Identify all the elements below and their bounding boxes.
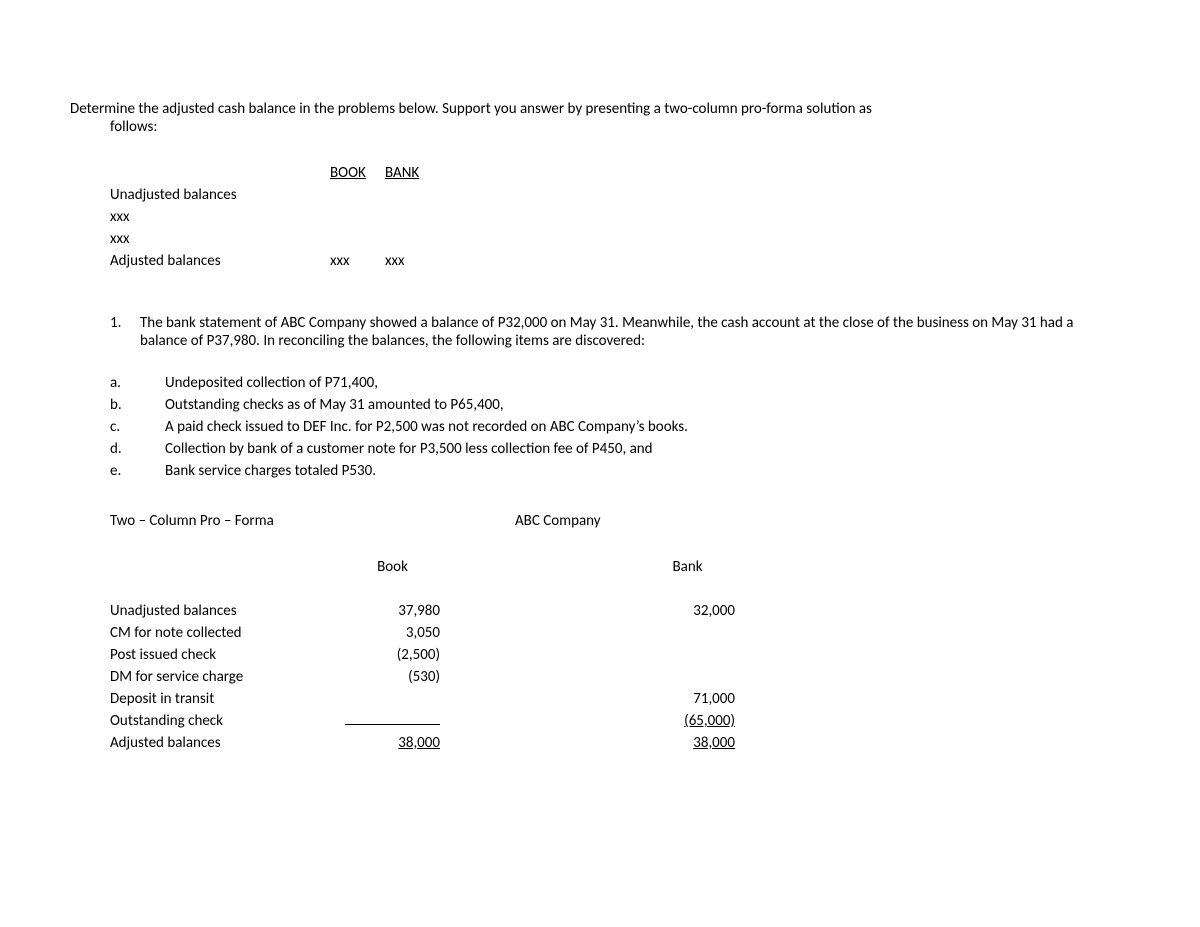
- template-adj-book: xxx: [330, 252, 385, 270]
- item-text: Collection by bank of a customer note fo…: [165, 440, 1130, 458]
- table-row: Deposit in transit 71,000: [110, 690, 1130, 712]
- solution-table: Book Bank Unadjusted balances 37,980 32,…: [110, 558, 1130, 756]
- document-page: Determine the adjusted cash balance in t…: [0, 0, 1200, 756]
- col-header-book: Book: [345, 558, 440, 576]
- intro-paragraph: Determine the adjusted cash balance in t…: [70, 100, 1130, 136]
- question-block: 1. The bank statement of ABC Company sho…: [110, 314, 1130, 756]
- row-label: Outstanding check: [110, 712, 345, 730]
- solution-column-headers: Book Bank: [110, 558, 1130, 580]
- row-book-value: 37,980: [345, 602, 440, 620]
- item-letter: d.: [110, 440, 165, 458]
- row-label: Deposit in transit: [110, 690, 345, 708]
- list-item: a. Undeposited collection of P71,400,: [110, 374, 1130, 396]
- question-text: The bank statement of ABC Company showed…: [140, 314, 1130, 350]
- row-bank-value: 32,000: [640, 602, 735, 620]
- template-row-xxx-2: xxx: [110, 230, 330, 248]
- item-letter: b.: [110, 396, 165, 414]
- template-row-unadjusted: Unadjusted balances: [110, 186, 330, 204]
- proforma-template: BOOK BANK Unadjusted balances xxx xxx Ad…: [110, 164, 1130, 274]
- list-item: e. Bank service charges totaled P530.: [110, 462, 1130, 484]
- template-adj-bank: xxx: [385, 252, 440, 270]
- template-row-adjusted: Adjusted balances: [110, 252, 330, 270]
- list-item: b. Outstanding checks as of May 31 amoun…: [110, 396, 1130, 418]
- list-item: d. Collection by bank of a customer note…: [110, 440, 1130, 462]
- question-number: 1.: [110, 314, 140, 350]
- solution-header-left: Two – Column Pro – Forma: [110, 512, 515, 530]
- table-row: DM for service charge (530): [110, 668, 1130, 690]
- item-text: A paid check issued to DEF Inc. for P2,5…: [165, 418, 1130, 436]
- intro-line-1: Determine the adjusted cash balance in t…: [70, 100, 1130, 118]
- table-row: Outstanding check (65,000): [110, 712, 1130, 734]
- item-letter: e.: [110, 462, 165, 480]
- template-row-xxx-1: xxx: [110, 208, 330, 226]
- item-letter: c.: [110, 418, 165, 436]
- row-book-value: (2,500): [345, 646, 440, 664]
- item-text: Bank service charges totaled P530.: [165, 462, 1130, 480]
- row-book-value: [345, 724, 440, 725]
- template-header-bank: BANK: [385, 164, 440, 182]
- solution-header-right: ABC Company: [515, 512, 601, 530]
- row-book-value: 3,050: [345, 624, 440, 642]
- row-label: CM for note collected: [110, 624, 345, 642]
- row-label: DM for service charge: [110, 668, 345, 686]
- items-list: a. Undeposited collection of P71,400, b.…: [110, 374, 1130, 484]
- list-item: c. A paid check issued to DEF Inc. for P…: [110, 418, 1130, 440]
- col-header-bank: Bank: [640, 558, 735, 576]
- table-row: Adjusted balances 38,000 38,000: [110, 734, 1130, 756]
- row-book-value: (530): [345, 668, 440, 686]
- intro-line-2: follows:: [110, 118, 1130, 136]
- table-row: Unadjusted balances 37,980 32,000: [110, 602, 1130, 624]
- row-bank-value: 38,000: [640, 734, 735, 752]
- row-label: Post issued check: [110, 646, 345, 664]
- row-bank-value: (65,000): [640, 712, 735, 730]
- table-row: Post issued check (2,500): [110, 646, 1130, 668]
- item-text: Outstanding checks as of May 31 amounted…: [165, 396, 1130, 414]
- row-bank-value: 71,000: [640, 690, 735, 708]
- row-label: Unadjusted balances: [110, 602, 345, 620]
- item-text: Undeposited collection of P71,400,: [165, 374, 1130, 392]
- row-label: Adjusted balances: [110, 734, 345, 752]
- row-book-value: 38,000: [345, 734, 440, 752]
- solution-header: Two – Column Pro – Forma ABC Company: [110, 512, 1130, 530]
- table-row: CM for note collected 3,050: [110, 624, 1130, 646]
- template-header-book: BOOK: [330, 164, 385, 182]
- item-letter: a.: [110, 374, 165, 392]
